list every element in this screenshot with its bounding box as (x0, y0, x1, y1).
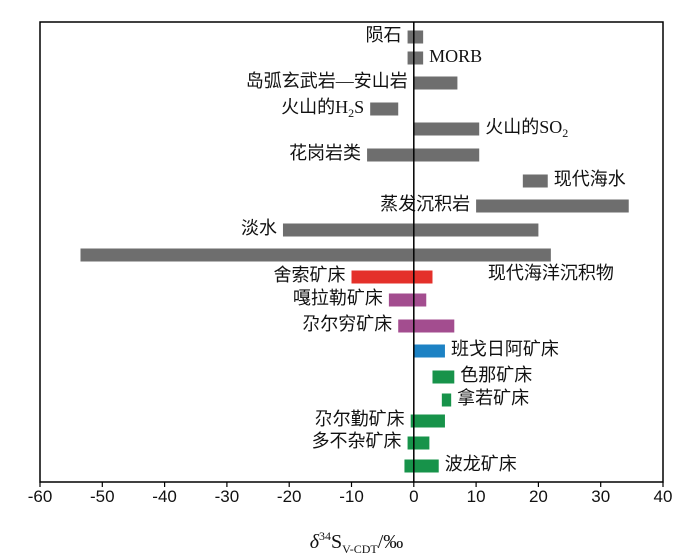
category-label-7: 蒸发沉积岩 (380, 194, 470, 214)
bar-12 (398, 319, 455, 333)
x-tick-label-1: -50 (90, 487, 115, 506)
category-label-5: 花岗岩类 (289, 143, 361, 163)
x-ticks-group: -60 -50 -40 -30 -20 -10 0 10 20 30 40 (28, 482, 673, 506)
bar-17 (407, 436, 430, 450)
x-tick-label-8: 20 (529, 487, 548, 506)
x-tick-label-3: -30 (215, 487, 240, 506)
category-label-15: 拿若矿床 (457, 387, 529, 408)
category-label-10: 舍索矿床 (274, 265, 346, 285)
bar-10 (351, 270, 433, 284)
x-tick-label-9: 30 (591, 487, 610, 506)
bar-3 (370, 102, 399, 116)
category-label-13: 班戈日阿矿床 (451, 339, 559, 359)
x-axis-title: δ34SV-CDT/‰ (310, 529, 404, 556)
bar-14 (432, 370, 455, 384)
x-tick-label-6: 0 (409, 487, 418, 506)
bar-15 (441, 393, 452, 407)
x-tick-label-5: -10 (339, 487, 364, 506)
category-label-11: 嘎拉勒矿床 (293, 288, 383, 308)
bars-group (80, 30, 629, 473)
x-tick-label-7: 10 (467, 487, 486, 506)
category-label-4: 火山的SO2 (485, 117, 568, 140)
category-label-14: 色那矿床 (460, 365, 532, 385)
bar-13 (413, 344, 445, 358)
category-label-12: 尕尔穷矿床 (302, 314, 392, 334)
bar-18 (404, 459, 439, 473)
category-label-16: 尕尔勤矿床 (315, 409, 405, 429)
bar-0 (407, 30, 424, 44)
category-label-6: 现代海水 (554, 169, 626, 189)
bar-8 (282, 223, 539, 237)
category-label-18: 波龙矿床 (445, 454, 517, 474)
bar-2 (413, 76, 458, 90)
x-tick-label-10: 40 (654, 487, 673, 506)
category-label-2: 岛弧玄武岩—安山岩 (246, 71, 408, 91)
bar-6 (522, 174, 548, 188)
category-label-8: 淡水 (241, 218, 277, 238)
category-label-17: 多不杂矿床 (312, 431, 402, 451)
x-tick-label-4: -20 (277, 487, 302, 506)
bar-1 (407, 51, 424, 65)
bar-11 (388, 293, 427, 307)
bar-4 (413, 122, 480, 136)
category-label-1: MORB (429, 46, 482, 66)
bar-16 (410, 414, 445, 428)
category-label-3: 火山的H2S (281, 97, 364, 120)
bar-9 (80, 248, 551, 262)
bar-5 (367, 148, 480, 162)
category-label-9: 现代海洋沉积物 (488, 263, 614, 283)
category-label-0: 陨石 (366, 25, 402, 45)
x-tick-label-2: -40 (152, 487, 177, 506)
bar-7 (476, 199, 629, 213)
x-tick-label-0: -60 (28, 487, 53, 506)
